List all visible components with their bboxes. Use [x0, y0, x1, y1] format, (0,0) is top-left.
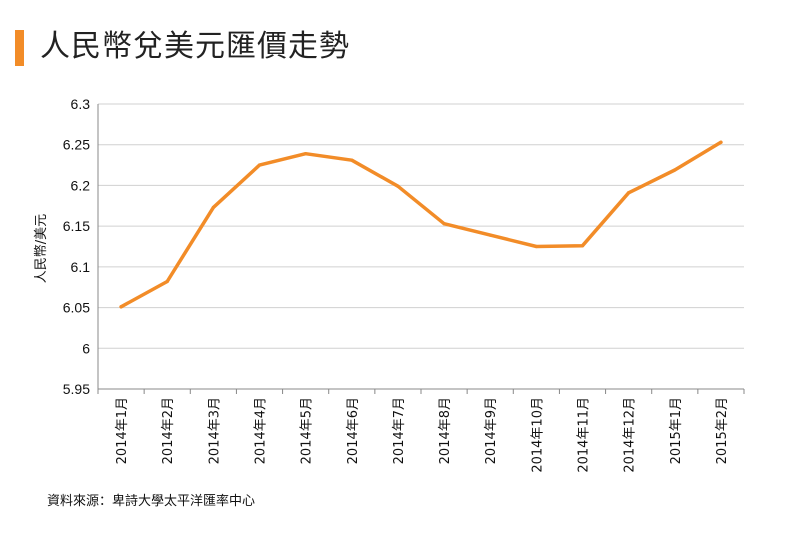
data-point — [719, 140, 723, 144]
chart-title: 人民幣兌美元匯價走勢 — [40, 29, 350, 64]
data-point — [165, 279, 169, 284]
x-tick-label: 2014年3月 — [207, 397, 222, 464]
series-line — [119, 140, 723, 309]
x-tick-label: 2014年5月 — [300, 397, 315, 464]
data-point — [534, 244, 538, 249]
x-tick-label: 2015年1月 — [669, 397, 684, 464]
source-note: 資料來源：卑詩大學太平洋匯率中心 — [47, 494, 256, 509]
data-point — [257, 163, 262, 167]
y-tick-label: 6.25 — [63, 137, 90, 153]
data-point — [350, 158, 354, 162]
x-tick-label: 2014年1月 — [115, 397, 130, 464]
x-tick-label: 2014年10月 — [530, 397, 545, 473]
data-point — [119, 305, 123, 309]
data-point — [396, 184, 400, 188]
x-tick-label: 2014年12月 — [623, 397, 638, 473]
title-accent-bar — [15, 30, 24, 66]
y-tick-label: 6 — [82, 340, 90, 356]
gridlines — [98, 103, 744, 349]
x-tick-label: 2014年8月 — [438, 397, 453, 464]
x-tick-label: 2014年9月 — [484, 397, 499, 464]
y-tick-label: 6.3 — [71, 96, 91, 112]
x-tick-label: 2015年2月 — [715, 397, 730, 464]
axes — [97, 104, 745, 394]
x-tick-label: 2014年11月 — [577, 397, 592, 473]
data-point — [673, 168, 677, 172]
y-tick-labels: 5.95 6 6.05 6.1 6.15 6.2 6.25 6.3 — [63, 96, 90, 397]
x-tick-labels: 2014年1月 2014年2月 2014年3月 2014年4月 2014年5月 2014年… — [115, 397, 730, 473]
y-tick-label: 6.05 — [63, 300, 90, 316]
x-tick-label: 2014年4月 — [254, 397, 269, 464]
y-axis-label: 人民幣/美元 — [34, 214, 49, 283]
series — [119, 140, 723, 309]
x-tick-label: 2014年7月 — [392, 397, 407, 464]
x-tick-label: 2014年6月 — [346, 397, 361, 464]
data-point — [304, 152, 308, 156]
data-point — [580, 244, 585, 248]
y-tick-label: 6.1 — [71, 259, 91, 275]
y-tick-label: 6.2 — [71, 177, 91, 193]
x-tick-label: 2014年2月 — [161, 397, 176, 464]
data-point — [442, 222, 446, 226]
y-tick-label: 5.95 — [63, 381, 90, 397]
data-point — [211, 205, 215, 210]
data-point — [488, 233, 492, 237]
data-point — [627, 191, 631, 195]
y-tick-label: 6.15 — [63, 218, 90, 234]
